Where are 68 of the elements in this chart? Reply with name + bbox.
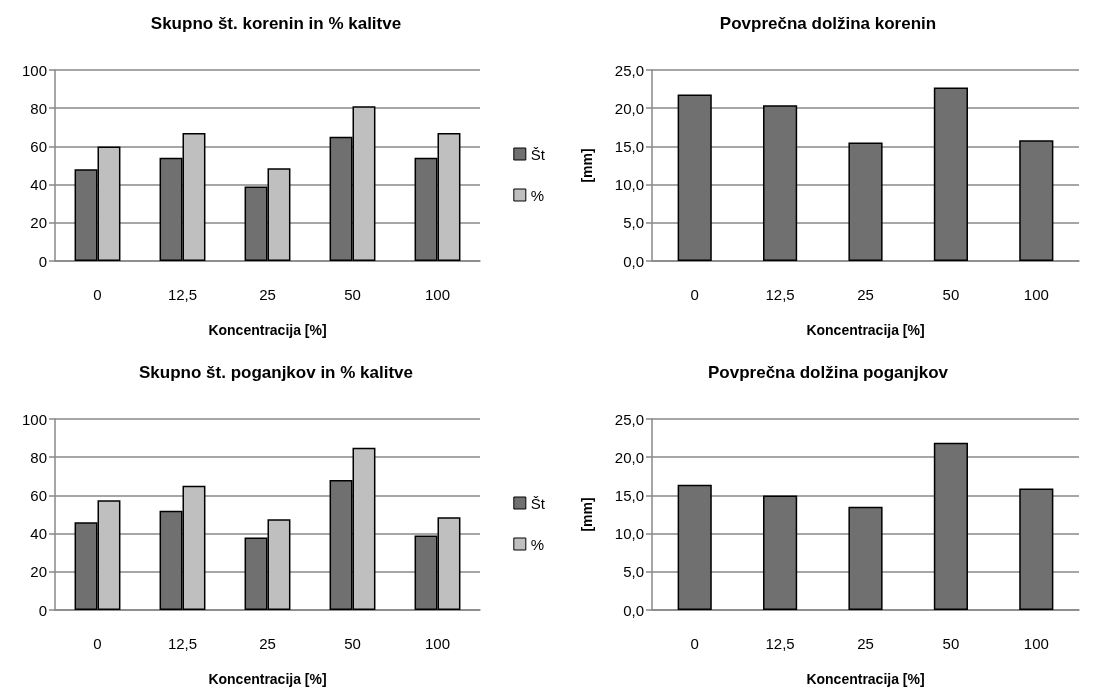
x-tick-label: 0 [93,635,102,652]
legend-label: Št [530,494,546,512]
y-tick-label: 80 [30,99,47,117]
y-tick-label: 40 [30,525,47,543]
x-tick-label: 25 [857,635,874,652]
x-tick-label: 25 [259,286,276,303]
y-axis-title: [mm] [579,148,595,183]
y-axis-title: [mm] [579,497,595,532]
bar [933,442,968,610]
bar [1019,488,1054,610]
legend-label: % [530,535,545,553]
bar [763,105,798,261]
x-tick-label: 50 [344,635,361,652]
y-tick-label: 60 [30,137,47,155]
x-tick-label: 100 [1023,286,1049,303]
x-tick-label: 25 [857,286,874,303]
bar [677,94,712,261]
x-tick-label: 12,5 [765,635,795,652]
y-tick-label: 100 [21,410,47,428]
y-tick-label: 0 [38,252,47,270]
y-tick-label: 20,0 [614,448,644,466]
x-axis-title: Koncentracija [%] [806,322,925,338]
x-axis-title: Koncentracija [%] [806,671,925,687]
x-tick-label: 100 [1023,635,1049,652]
y-tick-label: 0,0 [623,252,644,270]
x-tick-label: 25 [259,635,276,652]
y-tick-label: 25,0 [614,410,644,428]
y-tick-label: 100 [21,61,47,79]
chart-title: Skupno št. korenin in % kalitve [150,14,402,33]
bar [848,506,883,610]
x-tick-label: 0 [690,635,699,652]
bar [763,495,798,610]
y-tick-label: 10,0 [614,525,644,543]
bar [848,142,883,261]
y-tick-label: 80 [30,448,47,466]
y-tick-label: 5,0 [623,214,644,232]
y-tick-label: 20,0 [614,99,644,117]
chart-title: Povprečna dolžina poganjkov [708,363,949,382]
x-tick-label: 12,5 [167,635,198,652]
bar [1019,140,1054,261]
y-tick-label: 20 [30,563,47,581]
y-tick-label: 0 [38,601,47,619]
y-tick-label: 60 [30,486,47,504]
y-tick-label: 40 [30,176,47,194]
chart-title: Povprečna dolžina korenin [719,14,937,33]
x-tick-label: 12,5 [765,286,795,303]
legend-label: % [530,186,545,204]
legend-label: Št [530,145,546,163]
x-tick-label: 0 [93,286,102,303]
x-tick-label: 100 [424,286,451,303]
y-tick-label: 25,0 [614,61,644,79]
x-tick-label: 12,5 [167,286,198,303]
bar [677,484,712,610]
x-tick-label: 100 [424,635,451,652]
x-tick-label: 50 [942,286,960,303]
y-tick-label: 10,0 [614,176,644,194]
x-tick-label: 50 [344,286,361,303]
x-axis-title: Koncentracija [%] [208,322,327,338]
y-tick-label: 20 [30,214,47,232]
y-tick-label: 15,0 [614,486,644,504]
bar [933,87,968,261]
x-tick-label: 0 [690,286,699,303]
y-tick-label: 0,0 [623,601,644,619]
chart-title: Skupno št. poganjkov in % kalitve [139,363,413,382]
y-tick-label: 15,0 [614,137,644,155]
x-tick-label: 50 [942,635,960,652]
x-axis-title: Koncentracija [%] [208,671,327,687]
y-tick-label: 5,0 [623,563,644,581]
